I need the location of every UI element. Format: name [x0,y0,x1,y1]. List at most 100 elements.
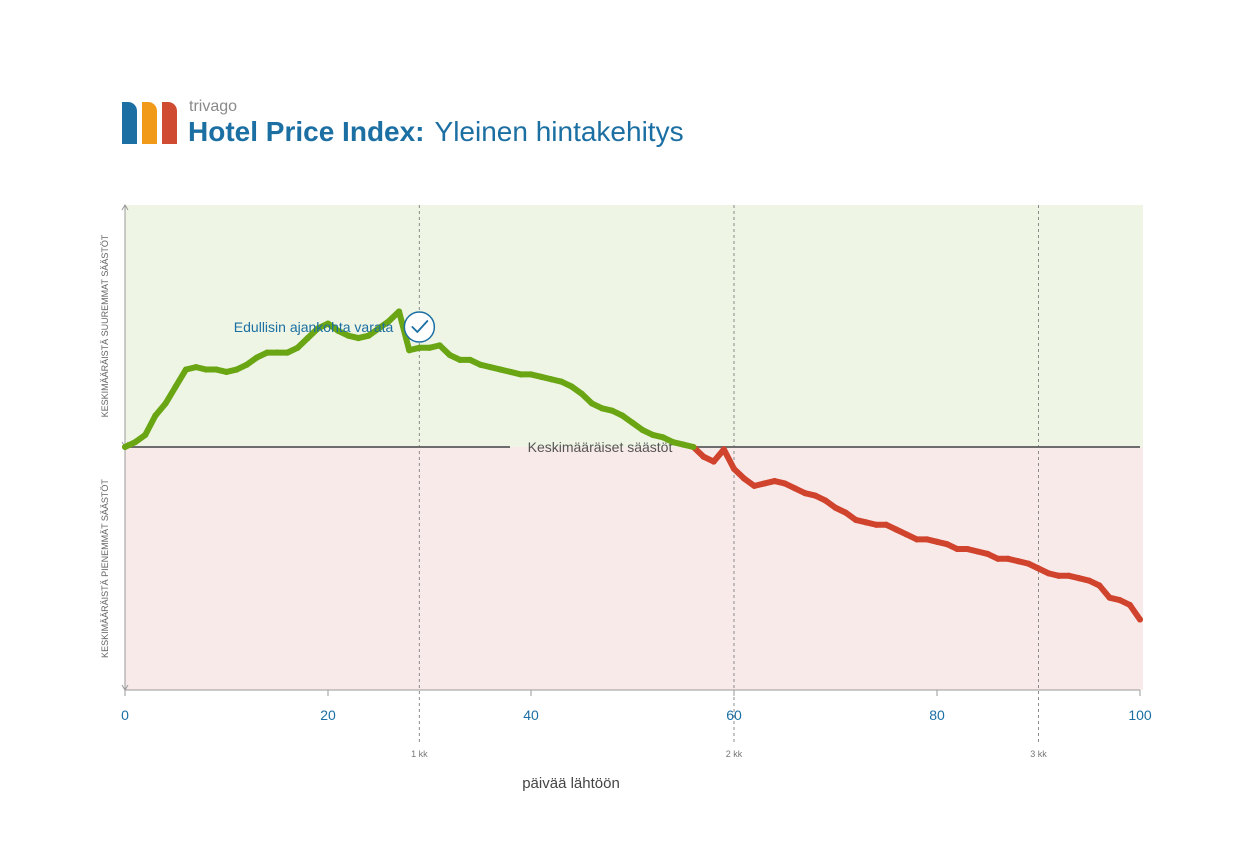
data-point [132,439,139,446]
data-point [964,546,971,553]
data-point [223,368,230,375]
data-point [264,349,271,356]
data-point [1116,597,1123,604]
data-point [497,366,504,373]
data-point [720,446,727,453]
data-point [538,373,545,380]
x-tick-label: 60 [726,707,742,723]
data-point [456,356,463,363]
data-point [812,492,819,499]
data-point [710,458,717,465]
data-point [690,444,697,450]
data-point [365,332,372,339]
data-point [578,390,585,397]
data-point [761,480,768,487]
data-point [1096,582,1103,589]
data-point [903,531,910,538]
data-point [517,371,524,378]
data-point [1055,572,1062,579]
data-point [1106,594,1113,601]
data-point [335,327,342,334]
data-point [396,308,403,315]
data-point [954,546,961,553]
data-point [934,538,940,545]
data-point [639,427,646,434]
data-point [599,405,606,412]
data-point [751,482,758,489]
data-point [974,548,981,555]
data-point [771,478,778,485]
data-point [923,536,930,543]
checkmark-icon [411,320,429,333]
data-point [446,352,453,359]
data-segment-positive [142,412,159,438]
data-point [832,504,839,511]
brand-name: trivago [189,98,238,115]
data-point [1086,577,1093,584]
data-point [193,364,200,371]
baseline-label: Keskimääräiset säästöt [528,439,673,455]
negative-region [125,447,1143,690]
x-tick-label: 0 [121,707,129,723]
data-point [243,361,250,368]
data-point [213,366,220,373]
x-axis-label: päivää lähtöön [522,775,620,792]
data-point [609,407,616,414]
data-point [1005,555,1012,562]
data-point [122,444,128,450]
data-point [700,453,707,460]
data-point [842,509,849,516]
data-point [314,325,321,332]
data-point [142,431,149,438]
data-point [1065,572,1072,579]
month-marker-label: 2 kk [726,749,743,759]
positive-region [125,205,1143,447]
x-tick-label: 100 [1128,707,1152,723]
data-point [883,521,890,528]
data-point [659,434,666,441]
data-point [436,342,443,349]
data-point [203,366,210,373]
data-point [619,412,626,419]
data-segment-positive [162,383,179,407]
data-point [588,400,595,407]
data-point [1015,558,1022,565]
data-point [385,318,392,325]
month-marker-label: 3 kk [1030,749,1047,759]
data-point [274,349,281,356]
data-point [670,439,677,446]
data-point [1025,560,1032,567]
data-point [802,490,809,497]
month-marker-label: 1 kk [411,749,428,759]
data-point [182,366,189,373]
data-segment-negative [720,446,737,472]
data-point [1137,616,1143,623]
data-point [862,519,869,526]
data-segment-positive [172,366,189,390]
data-point [406,347,413,354]
data-point [994,555,1001,562]
data-point [873,521,880,528]
data-point [568,383,575,390]
data-point [325,320,331,327]
data-point [152,412,159,419]
data-point [781,480,788,487]
x-tick-label: 80 [929,707,945,723]
data-point [345,332,352,339]
data-point [304,335,311,342]
data-point [680,441,687,448]
checkmark-circle-icon [403,311,436,343]
data-point [477,361,484,368]
title-light: Yleinen hintakehitys [434,116,684,147]
best-time-label: Edullisin ajankohta varata [234,319,394,335]
data-point [507,368,514,375]
data-point [253,354,260,361]
logo-bar-blue [122,102,137,144]
data-point [731,465,737,472]
data-point [172,383,179,390]
trivago-logo [122,102,178,144]
x-tick-label: 40 [523,707,539,723]
y-axis-arrow-top [121,204,129,211]
data-point [416,344,423,351]
